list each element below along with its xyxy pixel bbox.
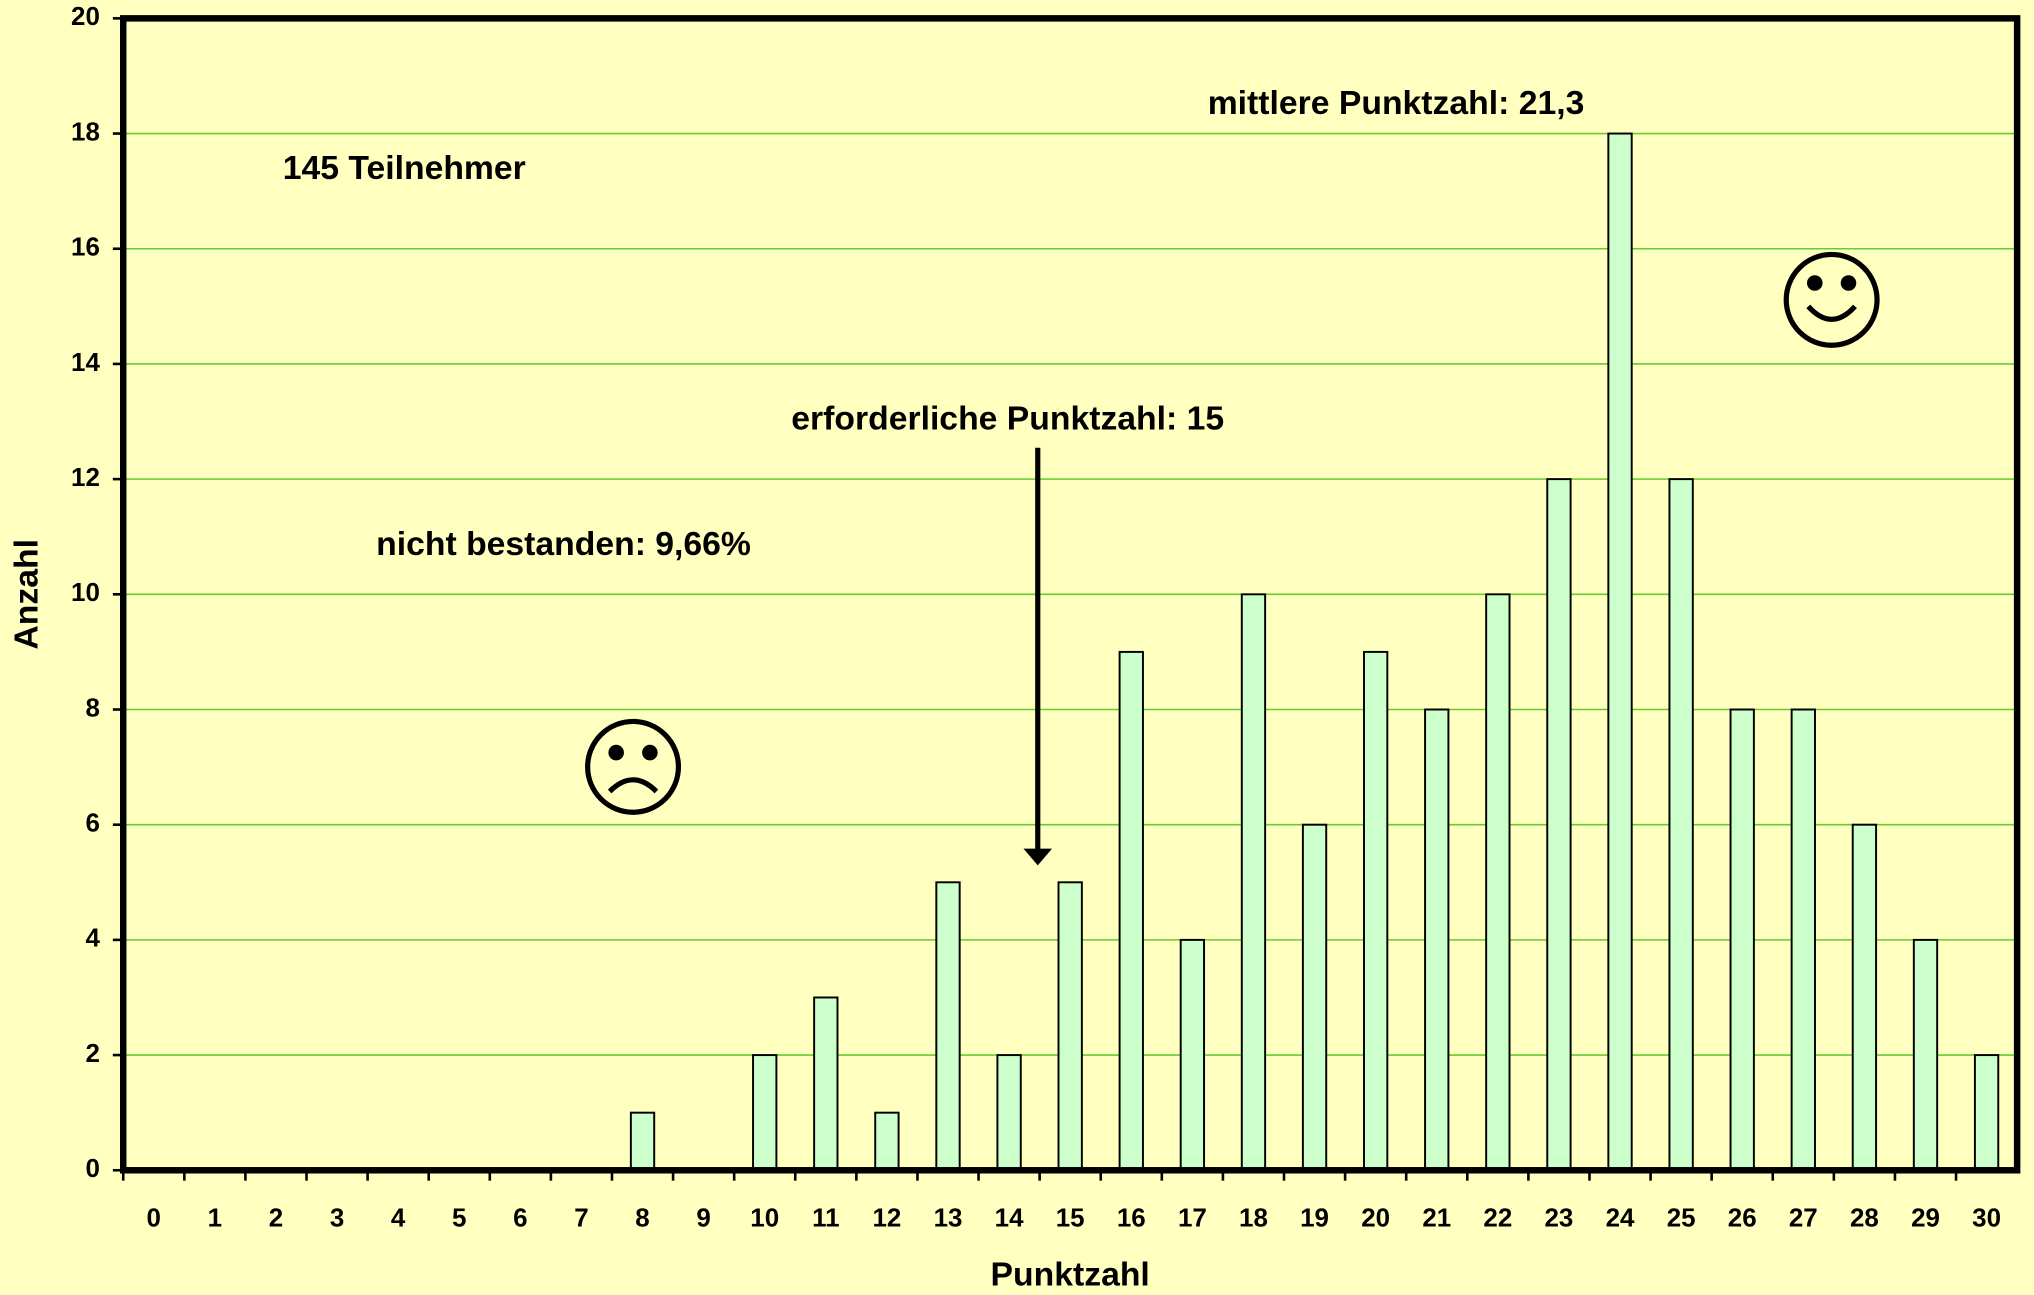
x-tick-label: 1	[208, 1204, 222, 1232]
annotation: 145 Teilnehmer	[283, 149, 526, 187]
x-tick-label: 9	[696, 1204, 710, 1232]
x-tick-label: 6	[513, 1204, 527, 1232]
bar	[1118, 650, 1144, 1172]
x-tick-label: 13	[934, 1204, 963, 1232]
bar	[935, 881, 961, 1172]
y-tick-label: 18	[71, 118, 100, 146]
x-tick-label: 22	[1483, 1204, 1512, 1232]
x-tick-label: 5	[452, 1204, 466, 1232]
x-tick-label: 0	[147, 1204, 161, 1232]
x-tick-label: 4	[391, 1204, 406, 1232]
x-tick-label: 16	[1117, 1204, 1146, 1232]
x-tick-label: 27	[1789, 1204, 1818, 1232]
happy-face	[1783, 251, 1880, 348]
x-tick-label: 18	[1239, 1204, 1268, 1232]
x-tick-label: 23	[1545, 1204, 1574, 1232]
y-tick-label: 14	[71, 349, 100, 377]
y-tick-label: 20	[71, 3, 100, 31]
x-tick-label: 26	[1728, 1204, 1757, 1232]
x-axis-label: Punktzahl	[991, 1256, 1150, 1294]
annotation: nicht bestanden: 9,66%	[376, 525, 751, 563]
bar	[1729, 708, 1755, 1172]
bar	[1485, 593, 1511, 1172]
x-tick-label: 3	[330, 1204, 344, 1232]
bar	[813, 996, 839, 1172]
y-axis-label: Anzahl	[7, 539, 45, 650]
x-tick-label: 25	[1667, 1204, 1696, 1232]
plot-frame	[119, 15, 2021, 1174]
y-tick-label: 8	[85, 694, 99, 722]
bar	[1607, 132, 1633, 1172]
annotation: erforderliche Punktzahl: 15	[791, 399, 1224, 437]
bar	[1424, 708, 1450, 1172]
bar	[1912, 938, 1939, 1172]
x-tick-label: 28	[1850, 1204, 1879, 1232]
y-tick-label: 2	[85, 1040, 99, 1068]
x-tick-label: 19	[1300, 1204, 1329, 1232]
arrow	[1023, 447, 1053, 866]
y-tick-label: 6	[85, 810, 99, 838]
bar	[1179, 938, 1206, 1172]
x-tick-label: 12	[872, 1204, 901, 1232]
bar	[996, 1054, 1022, 1172]
bar	[874, 1111, 900, 1172]
x-tick-label: 10	[750, 1204, 779, 1232]
x-tick-label: 15	[1056, 1204, 1085, 1232]
bar	[1240, 593, 1267, 1172]
bar	[1790, 708, 1816, 1172]
x-tick-label: 11	[812, 1204, 839, 1232]
x-tick-label: 29	[1911, 1204, 1940, 1232]
y-tick-label: 4	[85, 925, 100, 953]
sad-face	[585, 718, 682, 815]
y-tick-label: 12	[71, 464, 100, 492]
x-tick-label: 8	[635, 1204, 649, 1232]
bar	[1668, 478, 1694, 1172]
annotation: mittlere Punktzahl: 21,3	[1208, 84, 1585, 122]
bar	[1973, 1054, 2000, 1172]
y-tick-label: 10	[71, 579, 100, 607]
y-tick-label: 0	[85, 1155, 99, 1183]
x-tick-label: 20	[1361, 1204, 1390, 1232]
x-tick-label: 30	[1972, 1204, 2001, 1232]
y-tick-label: 16	[71, 234, 100, 262]
bar	[1057, 881, 1083, 1172]
x-tick-label: 14	[995, 1204, 1024, 1232]
bar	[1851, 823, 1878, 1172]
bar	[1301, 823, 1328, 1172]
x-tick-label: 17	[1178, 1204, 1207, 1232]
x-tick-label: 2	[269, 1204, 283, 1232]
x-tick-label: 21	[1422, 1204, 1451, 1232]
bar	[1363, 650, 1389, 1172]
x-tick-label: 24	[1606, 1204, 1635, 1232]
x-tick-label: 7	[574, 1204, 588, 1232]
bar	[629, 1111, 656, 1172]
bar	[1546, 478, 1572, 1172]
bar	[752, 1054, 778, 1172]
bars	[629, 132, 2000, 1172]
